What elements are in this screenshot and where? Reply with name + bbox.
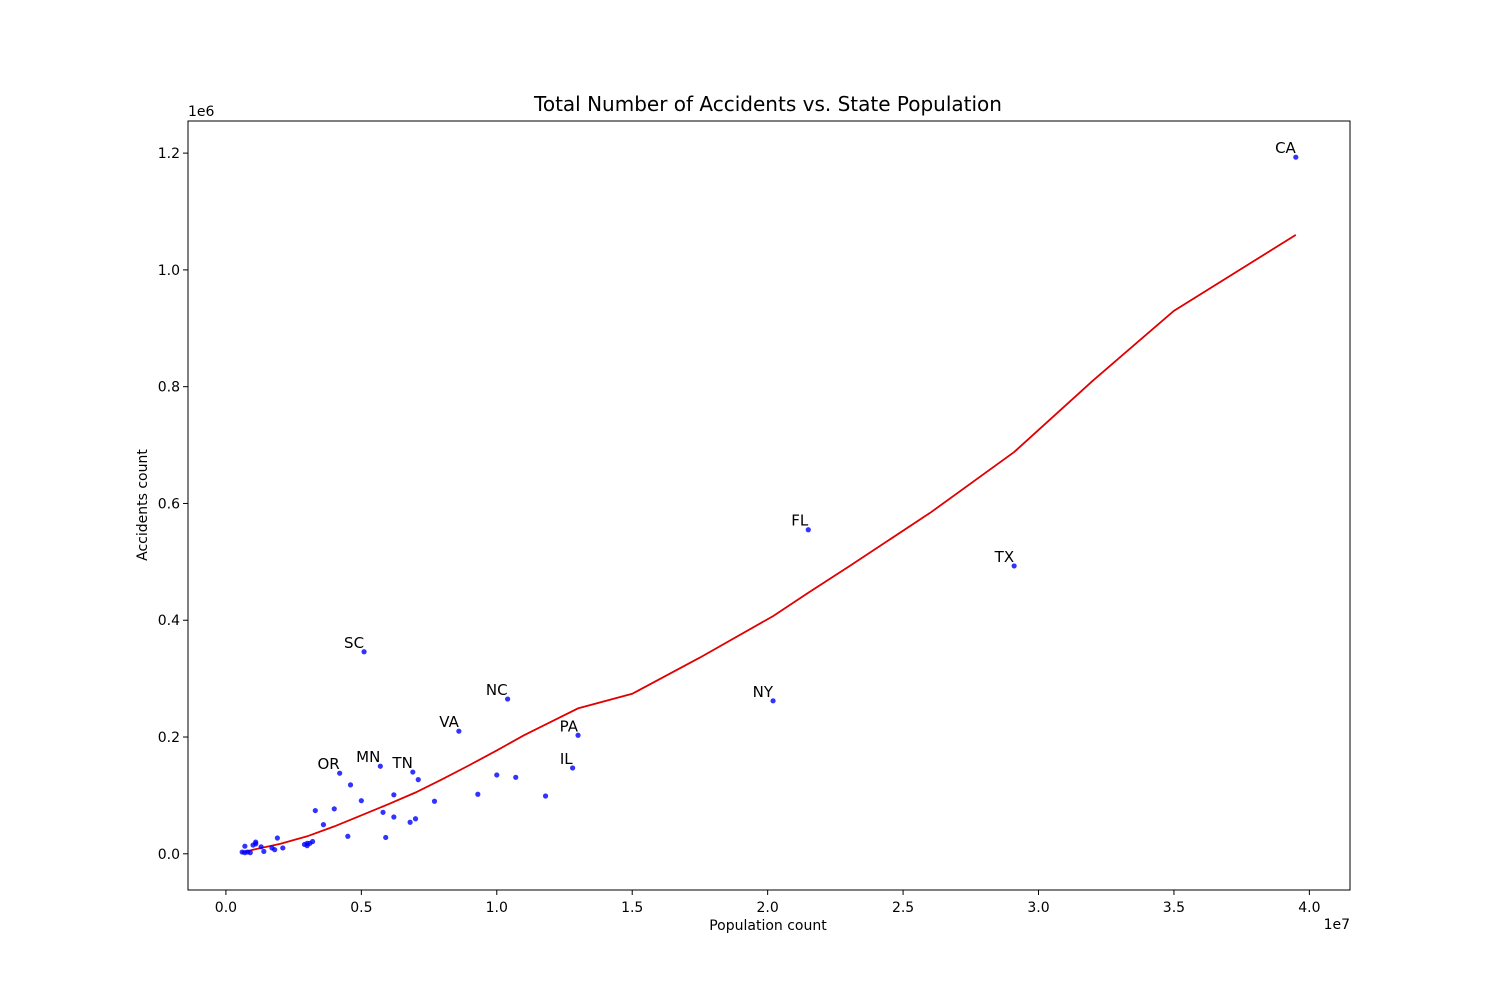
x-tick-label: 1.0 xyxy=(486,900,508,916)
data-point xyxy=(301,841,308,848)
point-annotation: OR xyxy=(317,755,339,773)
data-point xyxy=(312,807,318,814)
point-annotation: TN xyxy=(391,754,412,772)
x-axis-label: Population count xyxy=(709,918,827,934)
x-tick-label: 4.0 xyxy=(1298,900,1320,916)
data-point xyxy=(391,792,397,798)
data-point xyxy=(415,777,421,783)
points-layer xyxy=(239,154,1299,856)
point-annotation: FL xyxy=(791,512,809,530)
x-tick-label: 3.0 xyxy=(1027,900,1049,916)
data-point xyxy=(494,772,500,778)
data-point xyxy=(391,814,397,820)
y-multiplier-label: 1e6 xyxy=(188,104,215,120)
annotation-layer: CA TX FL NY PA IL NC VA SC MN TN OR xyxy=(317,139,1296,773)
y-tick-label: 0.4 xyxy=(158,613,180,629)
data-point xyxy=(269,845,275,851)
data-point xyxy=(570,765,576,771)
data-point xyxy=(242,843,248,849)
point-annotation: VA xyxy=(439,713,459,731)
data-point xyxy=(412,816,419,822)
data-point xyxy=(575,732,581,738)
data-point xyxy=(475,791,481,797)
plot-frame xyxy=(187,120,1351,891)
data-point xyxy=(258,844,264,850)
data-point xyxy=(377,763,383,769)
data-point xyxy=(1293,154,1299,160)
point-annotation: NC xyxy=(486,681,508,699)
x-tick-label: 0.5 xyxy=(350,900,372,916)
point-annotation: PA xyxy=(560,717,579,735)
data-point xyxy=(239,849,245,855)
data-point xyxy=(805,527,811,533)
point-annotation: CA xyxy=(1275,139,1296,157)
chart-title: Total Number of Accidents vs. State Popu… xyxy=(533,92,1002,116)
data-point xyxy=(250,842,256,848)
x-multiplier-label: 1e7 xyxy=(1324,917,1350,933)
data-point xyxy=(380,809,386,815)
data-point xyxy=(513,774,519,780)
data-point xyxy=(542,793,549,799)
data-point xyxy=(770,698,776,704)
data-point xyxy=(361,649,367,655)
y-tick-label: 1.2 xyxy=(158,146,180,162)
fit-line-layer xyxy=(241,234,1297,854)
data-point xyxy=(1011,563,1017,569)
point-annotation: IL xyxy=(560,750,573,768)
point-annotation: TX xyxy=(994,548,1014,566)
data-point xyxy=(320,822,327,828)
fit-line xyxy=(241,234,1297,854)
y-axis-label: Accidents count xyxy=(135,449,151,561)
ticks-layer: 0.0 0.5 1.0 1.5 2.0 2.5 3.0 3.5 4.0 0.0 0.2 0.4 0.6 0… xyxy=(158,146,1321,916)
point-annotation: MN xyxy=(356,748,380,766)
data-point xyxy=(280,845,286,851)
data-point xyxy=(337,770,343,776)
data-point xyxy=(331,806,337,812)
x-tick-label: 2.5 xyxy=(892,900,914,916)
data-point xyxy=(358,798,364,804)
data-point xyxy=(410,769,416,775)
y-tick-label: 0.0 xyxy=(158,847,180,863)
x-tick-label: 1.5 xyxy=(621,900,643,916)
y-tick-label: 1.0 xyxy=(158,263,180,279)
x-tick-label: 0.0 xyxy=(215,900,237,916)
data-point xyxy=(261,848,267,855)
x-tick-label: 3.5 xyxy=(1163,900,1185,916)
x-tick-label: 2.0 xyxy=(757,900,779,916)
y-tick-label: 0.6 xyxy=(158,496,180,512)
point-annotation: SC xyxy=(344,634,364,652)
data-point xyxy=(347,782,354,788)
data-point xyxy=(345,833,351,839)
data-point xyxy=(383,834,389,841)
point-annotation: NY xyxy=(753,683,774,701)
data-point xyxy=(274,835,280,841)
data-point xyxy=(431,798,438,804)
data-point xyxy=(456,728,462,734)
data-point xyxy=(505,696,511,702)
y-tick-label: 0.2 xyxy=(158,730,180,746)
data-point xyxy=(407,819,413,825)
y-tick-label: 0.8 xyxy=(158,380,180,396)
